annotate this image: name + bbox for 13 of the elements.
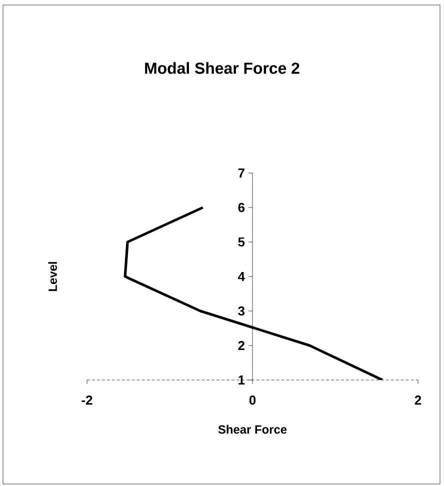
x-axis-title: Shear Force <box>218 424 287 434</box>
y-tick-label: 3 <box>238 306 245 316</box>
x-tick-label: 2 <box>414 396 422 405</box>
y-axis-title: Level <box>48 262 57 291</box>
y-tick-label: 7 <box>238 168 244 178</box>
y-tick-label: 1 <box>238 376 245 384</box>
y-tick-label: 2 <box>238 340 244 350</box>
x-tick-label: -2 <box>82 396 92 405</box>
y-tick-label: 4 <box>238 272 245 281</box>
x-tick-label: 0 <box>249 396 256 405</box>
y-tick-label: 6 <box>238 202 245 212</box>
y-tick-label: 5 <box>238 237 245 247</box>
chart-title: Modal Shear Force 2 <box>145 62 300 74</box>
